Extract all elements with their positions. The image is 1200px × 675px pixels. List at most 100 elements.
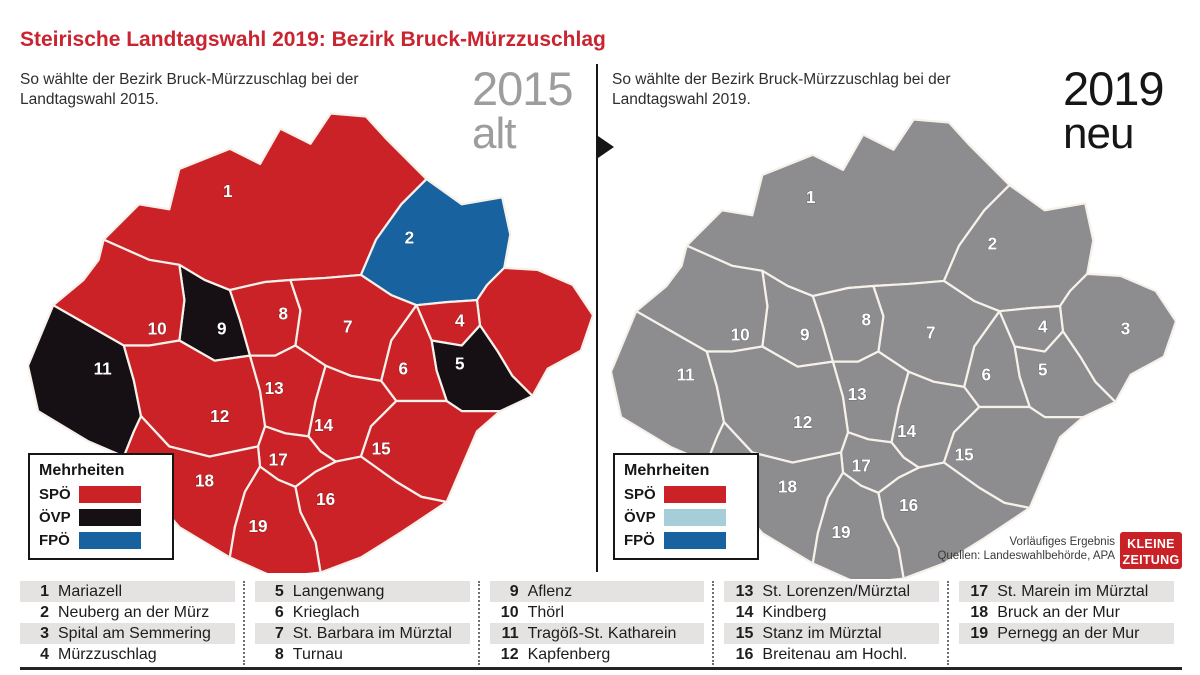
legend-row-ovp: ÖVP (624, 509, 748, 526)
legend-row-fpo: FPÖ (39, 532, 163, 549)
legend-swatch-fpo (79, 532, 141, 549)
municipality-column-4: 13 St. Lorenzen/Mürztal 14 Kindberg 15 Stanz … (712, 581, 947, 665)
legend-label-ovp: ÖVP (624, 509, 656, 526)
list-item-16: 16 Breitenau am Hochl. (724, 644, 939, 665)
list-item-number: 19 (970, 624, 989, 642)
region-number-11-2019: 11 (677, 365, 696, 385)
list-item-number: 5 (274, 582, 284, 600)
list-item-number: 4 (40, 645, 49, 663)
region-number-9-2015: 9 (217, 318, 227, 338)
list-item-name: Krieglach (292, 603, 360, 621)
region-number-2-2019: 2 (988, 234, 998, 254)
list-item-name: Mürzzuschlag (58, 645, 157, 663)
list-item-6: 6 Krieglach (255, 602, 470, 623)
legend-label-spo: SPÖ (624, 486, 656, 503)
list-item-name: Turnau (292, 645, 343, 663)
list-item-number: 17 (970, 582, 989, 600)
panel-divider (596, 64, 598, 572)
legend-2015: Mehrheiten SPÖ ÖVP FPÖ (28, 453, 174, 560)
source-note: Vorläufiges Ergebnis Quellen: Landeswahl… (830, 535, 1115, 564)
region-number-8-2015: 8 (278, 303, 288, 323)
logo-line-2: ZEITUNG (1122, 552, 1180, 567)
region-number-5-2015: 5 (455, 354, 465, 374)
logo-line-1: KLEINE (1127, 537, 1175, 551)
municipality-column-1: 1 Mariazell 2 Neuberg an der Mürz 3 Spital am… (20, 581, 243, 665)
list-item-11: 11 Tragöß-St. Katharein (489, 623, 705, 644)
list-item-number: 10 (500, 603, 519, 621)
region-number-16-2015: 16 (316, 489, 335, 509)
list-item-number: 2 (40, 603, 49, 621)
list-item-name: Thörl (527, 603, 565, 621)
legend-2019: Mehrheiten SPÖ ÖVP FPÖ (613, 453, 759, 560)
municipality-column-5: 17 St. Marein im Mürztal 18 Bruck an der Mu… (947, 581, 1182, 665)
list-item-2: 2 Neuberg an der Mürz (20, 602, 235, 623)
list-item-number: 18 (970, 603, 989, 621)
region-number-6-2019: 6 (982, 365, 992, 385)
list-item-name: Stanz im Mürztal (762, 624, 882, 642)
kleine-zeitung-logo: KLEINE ZEITUNG (1120, 532, 1182, 569)
legend-row-ovp: ÖVP (39, 509, 163, 526)
list-item-10: 10 Thörl (490, 602, 705, 623)
year-label-2019: 2019 neu (1063, 62, 1165, 156)
region-number-4-2019: 4 (1038, 316, 1048, 336)
region-number-13-2015: 13 (265, 378, 284, 398)
legend-row-spo: SPÖ (624, 486, 748, 503)
region-number-2-2015: 2 (405, 228, 415, 248)
list-item-number: 12 (500, 645, 519, 663)
year-2019: 2019 (1063, 62, 1165, 115)
legend-swatch-ovp (664, 509, 726, 526)
bottom-rule (20, 667, 1182, 670)
region-19-2015 (228, 465, 322, 573)
legend-label-ovp: ÖVP (39, 509, 71, 526)
list-item-number: 7 (274, 624, 284, 642)
region-number-14-2019: 14 (897, 421, 917, 441)
list-item-name: Neuberg an der Mürz (58, 603, 210, 621)
list-item-number: 1 (40, 582, 49, 600)
list-item-9: 9 Aflenz (489, 581, 705, 602)
region-number-17-2019: 17 (852, 456, 871, 476)
region-number-15-2019: 15 (955, 444, 975, 464)
legend-label-fpo: FPÖ (39, 532, 70, 549)
legend-swatch-ovp (79, 509, 141, 526)
list-item-number: 3 (40, 624, 49, 642)
year-label-2015: 2015 alt (472, 65, 574, 156)
region-15-2015 (359, 399, 502, 504)
region-number-12-2019: 12 (793, 412, 812, 432)
list-item-name: Breitenau am Hochl. (762, 645, 908, 663)
list-item-name: Langenwang (292, 582, 385, 600)
region-number-7-2015: 7 (343, 316, 353, 336)
list-item-number: 16 (735, 645, 754, 663)
region-number-4-2015: 4 (455, 310, 465, 330)
source-line-1: Vorläufiges Ergebnis (1009, 536, 1115, 548)
region-number-1-2019: 1 (806, 187, 816, 207)
region-number-7-2019: 7 (926, 322, 936, 342)
municipality-list: 1 Mariazell 2 Neuberg an der Mürz 3 Spital am… (20, 581, 1182, 665)
legend-title: Mehrheiten (624, 462, 710, 479)
municipality-column-3: 9 Aflenz 10 Thörl 11 Tragöß-St. Katharein 12 Ka… (477, 581, 713, 665)
region-number-8-2019: 8 (861, 309, 871, 329)
legend-row-spo: SPÖ (39, 486, 163, 503)
region-number-19-2015: 19 (248, 516, 267, 536)
region-number-1-2015: 1 (223, 181, 233, 201)
list-item-5: 5 Langenwang (254, 581, 470, 602)
list-item-name: Tragöß-St. Katharein (527, 624, 677, 642)
legend-swatch-spo (664, 486, 726, 503)
list-item-4: 4 Mürzzuschlag (20, 644, 235, 665)
region-15-2019 (942, 405, 1085, 510)
list-item-number: 14 (735, 603, 754, 621)
list-item-15: 15 Stanz im Mürztal (724, 623, 940, 644)
list-item-number: 8 (274, 645, 284, 663)
list-item-name: Kindberg (762, 603, 827, 621)
list-item-name: Bruck an der Mur (997, 603, 1120, 621)
legend-swatch-fpo (664, 532, 726, 549)
list-item-number: 13 (735, 582, 754, 600)
list-item-name: Mariazell (58, 582, 123, 600)
region-number-6-2015: 6 (399, 359, 409, 379)
region-number-18-2015: 18 (195, 471, 214, 491)
region-number-16-2019: 16 (899, 495, 918, 515)
list-item-8: 8 Turnau (255, 644, 470, 665)
region-number-5-2019: 5 (1038, 360, 1048, 380)
source-line-2: Quellen: Landeswahlbehörde, APA (937, 550, 1115, 563)
